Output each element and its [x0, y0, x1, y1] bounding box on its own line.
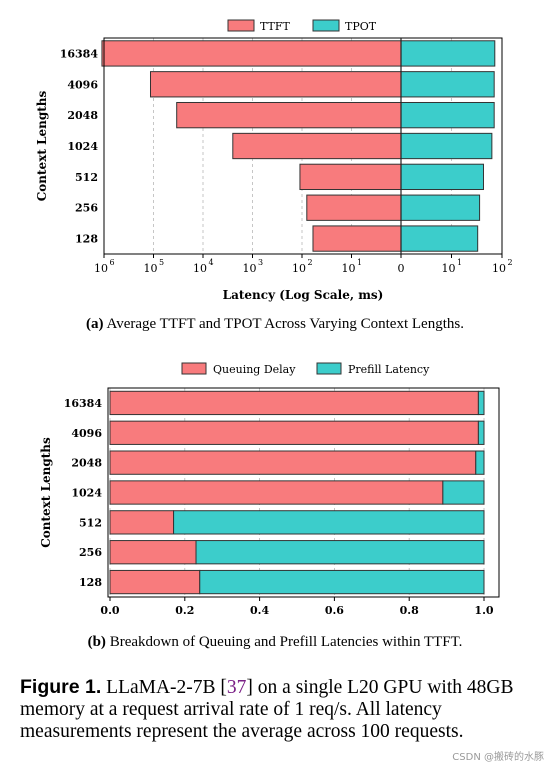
x-tick-exponent: 6: [109, 258, 114, 267]
x-tick-label: 0.4: [250, 604, 269, 617]
x-tick-label: 10: [243, 262, 257, 275]
queuing-delay-bar: [109, 420, 479, 445]
y-tick-label: 4096: [67, 78, 98, 91]
figure-label: Figure 1.: [20, 676, 102, 698]
x-tick-label: 10: [292, 262, 306, 275]
caption-a-label: (a): [86, 316, 104, 332]
x-tick-label: 1.0: [474, 604, 493, 617]
caption-b-text: Breakdown of Queuing and Prefill Latenci…: [109, 634, 463, 650]
y-tick-label: 512: [79, 516, 102, 529]
x-axis-label: Latency (Log Scale, ms): [223, 288, 384, 302]
y-axis-label: Context Lengths: [39, 437, 53, 548]
x-tick-label: 10: [94, 262, 108, 275]
prefill-latency-bar: [477, 420, 485, 445]
y-tick-label: 2048: [67, 109, 98, 122]
ttft-bar: [299, 163, 402, 191]
prefill-latency-bar: [442, 480, 485, 505]
tpot-bar: [400, 40, 496, 67]
x-tick-label: 0.6: [325, 604, 344, 617]
caption-a: (a) Average TTFT and TPOT Across Varying…: [0, 316, 550, 333]
figure-caption: Figure 1. LLaMA-2-7B [37] on a single L2…: [20, 676, 535, 743]
queuing-prefill-chart: 16384 4096 2048 1024 512 256 128 0.0 0.2 0.4 0.6 0.…: [39, 362, 500, 617]
y-tick-label: 16384: [60, 47, 99, 60]
tpot-bar: [400, 132, 493, 160]
x-tick-exponent: 2: [507, 258, 512, 267]
y-tick-label: 4096: [71, 427, 102, 440]
queuing-delay-bar: [109, 390, 479, 416]
queuing-delay-bar: [109, 540, 197, 565]
chart-b-bars: [109, 390, 485, 595]
y-tick-label: 2048: [71, 457, 102, 470]
legend-swatch: [312, 19, 340, 32]
x-tick-exponent: 2: [307, 258, 312, 267]
tpot-bar: [400, 71, 495, 98]
y-tick-label: 256: [75, 202, 98, 215]
chart-a-legend: TTFT TPOT: [227, 19, 377, 33]
ttft-bar: [312, 225, 402, 252]
x-tick-exponent: 3: [258, 258, 263, 267]
prefill-latency-bar: [475, 450, 485, 475]
watermark: CSDN @搬砖的水豚: [452, 752, 544, 763]
x-tick-label: 10: [193, 262, 207, 275]
caption-a-text: Average TTFT and TPOT Across Varying Con…: [106, 316, 464, 332]
tpot-bar: [400, 101, 495, 129]
x-tick-exponent: 1: [357, 258, 362, 267]
x-tick-exponent: 4: [208, 258, 213, 267]
y-tick-label: 256: [79, 546, 102, 559]
x-tick-exponent: 1: [457, 258, 462, 267]
y-tick-label: 1024: [71, 487, 102, 500]
x-tick-label: 10: [492, 262, 506, 275]
x-tick-exponent: 5: [159, 258, 164, 267]
figure-text-before: LLaMA-2-7B [: [106, 677, 227, 698]
x-tick-label: 0.0: [100, 604, 119, 617]
prefill-latency-bar: [477, 390, 485, 416]
ttft-bar: [232, 132, 402, 160]
ttft-bar: [176, 101, 402, 129]
queuing-delay-bar: [109, 450, 477, 475]
legend-swatch: [316, 362, 342, 375]
ttft-bar: [149, 71, 402, 98]
y-tick-label: 16384: [64, 397, 103, 410]
legend-label: Queuing Delay: [213, 363, 296, 376]
legend-label: TPOT: [345, 20, 377, 33]
legend-swatch: [181, 362, 207, 375]
chart-b-legend: Queuing Delay Prefill Latency: [181, 362, 430, 376]
chart-b-axes: 16384 4096 2048 1024 512 256 128 0.0 0.2 0.4 0.6 0.…: [39, 387, 500, 617]
y-tick-label: 128: [79, 576, 102, 589]
queuing-delay-bar: [109, 510, 175, 535]
ttft-bar: [101, 40, 402, 67]
legend-label: TTFT: [260, 20, 291, 33]
figure-text-after: ] on a single L20 GPU with 48GB memory a…: [20, 677, 514, 742]
y-tick-label: 1024: [67, 140, 98, 153]
caption-b: (b) Breakdown of Queuing and Prefill Lat…: [0, 634, 550, 651]
tpot-bar: [400, 163, 484, 191]
queuing-delay-bar: [109, 480, 444, 505]
prefill-latency-bar: [173, 510, 485, 535]
ttft-bar: [306, 194, 402, 221]
x-tick-label: 10: [144, 262, 158, 275]
caption-b-label: (b): [87, 634, 106, 650]
tpot-bar: [400, 194, 481, 221]
prefill-latency-bar: [199, 569, 485, 595]
queuing-delay-bar: [109, 569, 201, 595]
y-tick-label: 512: [75, 171, 98, 184]
tpot-bar: [400, 225, 479, 252]
x-tick-label: 0.2: [175, 604, 194, 617]
chart-a-bars: [101, 40, 496, 252]
legend-label: Prefill Latency: [348, 363, 430, 376]
x-tick-label: 10: [442, 262, 456, 275]
y-tick-label: 128: [75, 233, 98, 246]
plot-frame: [107, 387, 500, 598]
legend-swatch: [227, 19, 255, 32]
prefill-latency-bar: [195, 540, 485, 565]
plot-frame: [103, 37, 503, 255]
x-tick-label: 0: [398, 262, 405, 275]
figure-reference-link[interactable]: 37: [226, 677, 247, 698]
x-tick-label: 0.8: [400, 604, 419, 617]
x-tick-label: 10: [342, 262, 356, 275]
y-axis-label: Context Lengths: [35, 90, 49, 201]
